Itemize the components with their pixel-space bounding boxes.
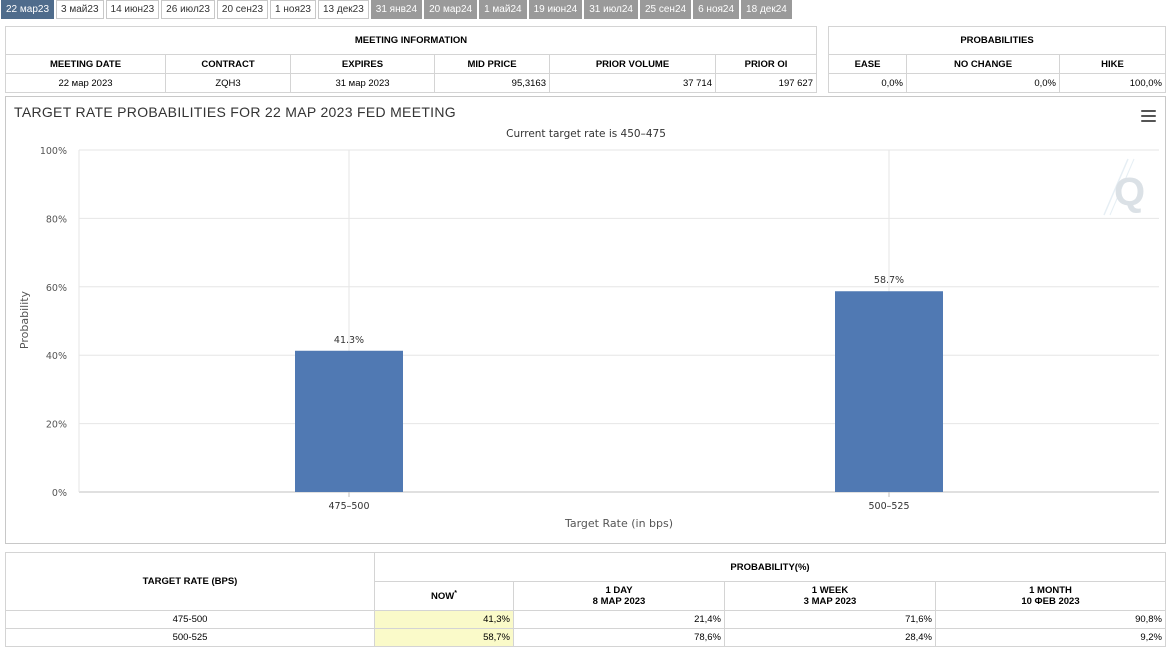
y-tick-label: 60%: [46, 283, 67, 294]
hike-value: 100,0%: [1059, 73, 1166, 93]
tab-meeting-date[interactable]: 26 июл23: [161, 0, 215, 19]
target-rate-header: TARGET RATE (BPS): [5, 552, 375, 611]
tab-meeting-date[interactable]: 20 сен23: [216, 0, 269, 19]
y-tick-label: 0%: [52, 488, 67, 499]
header-mid-price: MID PRICE: [434, 54, 550, 74]
header-prior-oi: PRIOR OI: [715, 54, 817, 74]
mid-price-value: 95,3163: [434, 73, 550, 93]
bars-layer: [295, 291, 943, 492]
prior-oi-value: 197 627: [715, 73, 817, 93]
tab-meeting-date[interactable]: 31 июл24: [584, 0, 638, 19]
month-cell: 90,8%: [935, 610, 1166, 629]
header-prior-volume: PRIOR VOLUME: [549, 54, 716, 74]
grid-layer: [78, 149, 1159, 497]
now-cell: 58,7%: [374, 628, 514, 647]
col-1month-header: 1 MONTH 10 ФЕВ 2023: [935, 581, 1166, 611]
chart-subtitle: Current target rate is 450–475: [506, 128, 666, 140]
tab-meeting-date[interactable]: 22 мар23: [1, 0, 55, 19]
bar[interactable]: [295, 350, 403, 492]
table-row: 500-525 58,7% 78,6% 28,4% 9,2%: [5, 628, 1166, 647]
contract-value: ZQH3: [165, 73, 291, 93]
tab-meeting-date[interactable]: 31 янв24: [370, 0, 423, 19]
col-now-mark: *: [454, 589, 457, 597]
meeting-information-table: MEETING INFORMATION MEETING DATE CONTRAC…: [5, 26, 817, 93]
col-now-header: NOW*: [374, 581, 514, 611]
month-cell: 9,2%: [935, 628, 1166, 647]
col-1day-label: 1 DAY: [605, 585, 633, 596]
chart-title: TARGET RATE PROBABILITIES FOR 22 MAP 202…: [14, 104, 456, 120]
col-1day-date: 8 MAP 2023: [592, 596, 646, 607]
header-contract: CONTRACT: [165, 54, 291, 74]
col-1day-header: 1 DAY 8 MAP 2023: [513, 581, 725, 611]
tab-meeting-date[interactable]: 3 май23: [56, 0, 104, 19]
y-tick-label: 40%: [46, 351, 67, 362]
probabilities-table: PROBABILITIES EASE NO CHANGE HIKE 0,0% 0…: [828, 26, 1166, 93]
rate-cell: 500-525: [5, 628, 375, 647]
probabilities-title: PROBABILITIES: [828, 26, 1166, 55]
col-1week-header: 1 WEEK 3 MAP 2023: [724, 581, 936, 611]
probability-header: PROBABILITY(%): [374, 552, 1166, 582]
x-axis-title: Target Rate (in bps): [564, 517, 673, 530]
header-hike: HIKE: [1059, 54, 1166, 74]
x-tick-label: 475–500: [328, 501, 369, 512]
q-logo-watermark: Q: [1103, 158, 1145, 216]
meeting-tabs: 22 мар23 3 май23 14 июн23 26 июл23 20 сен23 1…: [0, 0, 1168, 20]
col-1week-label: 1 WEEK: [811, 585, 849, 596]
table-row: 475-500 41,3% 21,4% 71,6% 90,8%: [5, 610, 1166, 629]
week-cell: 71,6%: [724, 610, 936, 629]
now-cell: 41,3%: [374, 610, 514, 629]
tab-meeting-date[interactable]: 14 июн23: [105, 0, 160, 19]
tab-meeting-date[interactable]: 25 сен24: [639, 0, 692, 19]
tab-meeting-date[interactable]: 19 июн24: [528, 0, 583, 19]
svg-text:Q: Q: [1114, 170, 1145, 214]
expires-value: 31 мар 2023: [290, 73, 435, 93]
day-cell: 78,6%: [513, 628, 725, 647]
ease-value: 0,0%: [828, 73, 907, 93]
tab-meeting-date[interactable]: 20 мар24: [424, 0, 478, 19]
header-expires: EXPIRES: [290, 54, 435, 74]
tab-meeting-date[interactable]: 18 дек24: [741, 0, 792, 19]
col-1month-date: 10 ФЕВ 2023: [1021, 596, 1080, 607]
x-tick-label: 500–525: [868, 501, 909, 512]
no-change-value: 0,0%: [906, 73, 1060, 93]
meeting-date-value: 22 мар 2023: [5, 73, 166, 93]
bar[interactable]: [835, 291, 943, 492]
bar-data-label: 58.7%: [874, 275, 904, 286]
header-meeting-date: MEETING DATE: [5, 54, 166, 74]
y-tick-label: 20%: [46, 420, 67, 431]
hamburger-menu-icon[interactable]: [1141, 110, 1156, 122]
bar-data-label: 41.3%: [334, 335, 364, 346]
col-1month-label: 1 MONTH: [1029, 585, 1072, 596]
header-ease: EASE: [828, 54, 907, 74]
prior-volume-value: 37 714: [549, 73, 716, 93]
tab-meeting-date[interactable]: 1 ноя23: [270, 0, 316, 19]
week-cell: 28,4%: [724, 628, 936, 647]
tab-meeting-date[interactable]: 1 май24: [479, 0, 527, 19]
y-axis-title: Probability: [18, 290, 31, 349]
meeting-information-title: MEETING INFORMATION: [5, 26, 817, 55]
tab-meeting-date[interactable]: 6 ноя24: [693, 0, 740, 19]
day-cell: 21,4%: [513, 610, 725, 629]
y-tick-label: 100%: [40, 146, 67, 157]
col-1week-date: 3 MAP 2023: [803, 596, 857, 607]
y-tick-label: 80%: [46, 214, 67, 225]
probability-chart: Q 0% 20% 40% 60% 80% 100% 41.3% 475–500 58.7% 500…: [18, 128, 1159, 530]
labels-layer: 0% 20% 40% 60% 80% 100% 41.3% 475–500 58.7% 500–5…: [40, 146, 910, 512]
rate-probability-table: TARGET RATE (BPS) PROBABILITY(%) NOW* 1 …: [5, 552, 1166, 647]
tab-meeting-date[interactable]: 13 дек23: [317, 0, 369, 19]
rate-cell: 475-500: [5, 610, 375, 629]
col-now-label: NOW: [431, 591, 455, 603]
header-no-change: NO CHANGE: [906, 54, 1060, 74]
chart-panel: Q 0% 20% 40% 60% 80% 100% 41.3% 475–500 58.7% 500…: [5, 96, 1166, 544]
